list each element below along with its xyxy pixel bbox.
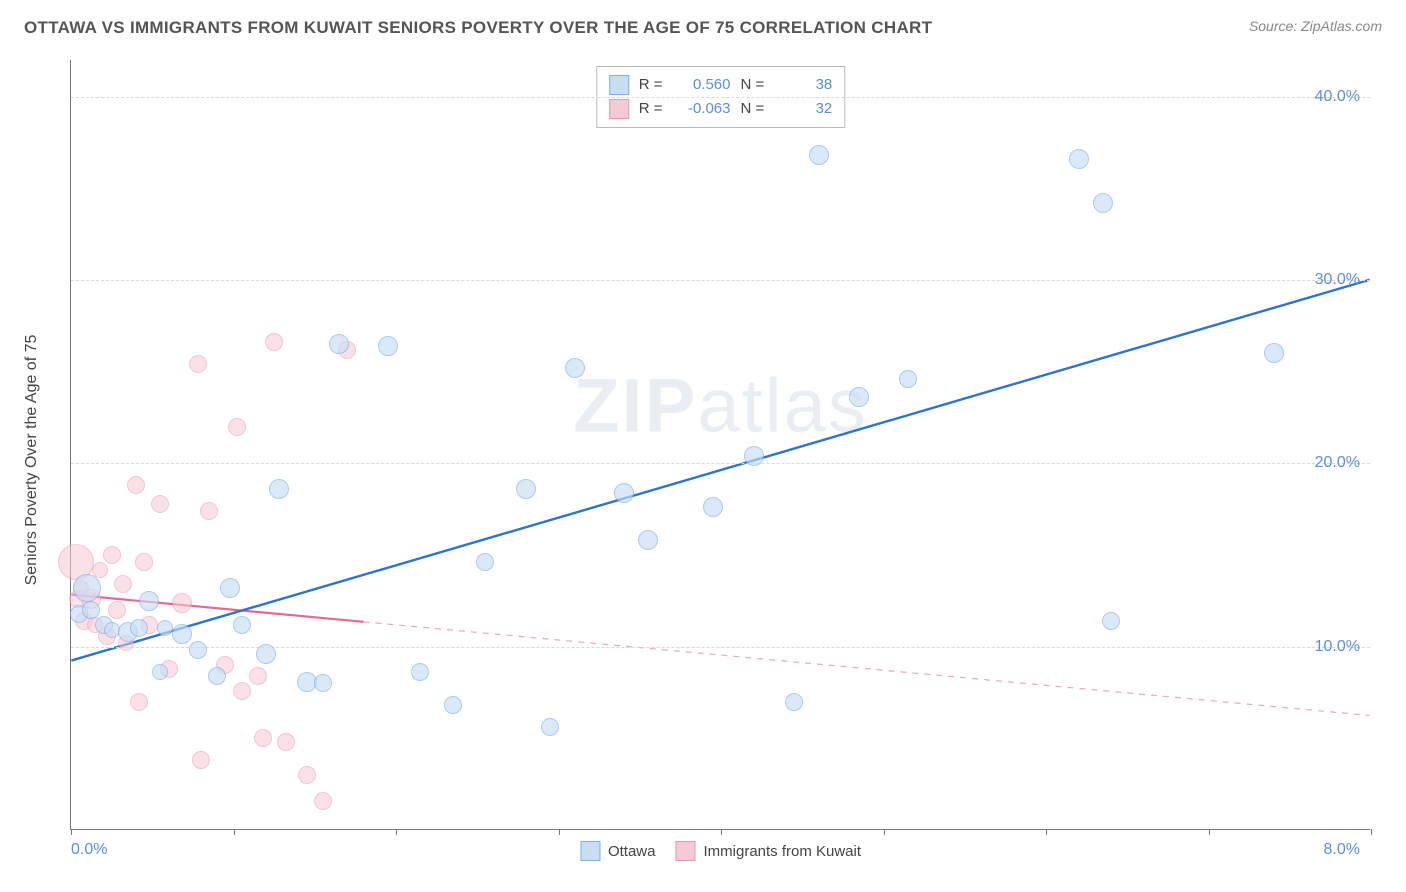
x-tick (234, 829, 235, 835)
kuwait-point (103, 546, 121, 564)
x-tick (1371, 829, 1372, 835)
gridline (71, 280, 1370, 281)
kuwait-point (114, 575, 132, 593)
kuwait-point (249, 667, 267, 685)
trendlines-layer (71, 60, 1370, 829)
ottawa-point (1102, 612, 1120, 630)
ottawa-point (130, 619, 148, 637)
legend-item-ottawa: Ottawa (580, 841, 656, 861)
ottawa-point (744, 446, 764, 466)
x-tick-label-min: 0.0% (71, 841, 107, 859)
ottawa-point (82, 601, 100, 619)
ottawa-point (785, 693, 803, 711)
ottawa-point (314, 674, 332, 692)
kuwait-point (192, 751, 210, 769)
ottawa-point (378, 336, 398, 356)
x-tick (1046, 829, 1047, 835)
ottawa-point (849, 387, 869, 407)
ottawa-point (703, 497, 723, 517)
ottawa-point (269, 479, 289, 499)
kuwait-point (151, 495, 169, 513)
kuwait-point (172, 593, 192, 613)
kuwait-point (130, 693, 148, 711)
ottawa-point (565, 358, 585, 378)
kuwait-label: Immigrants from Kuwait (703, 843, 861, 860)
ottawa-point (1069, 149, 1089, 169)
kuwait-point (135, 553, 153, 571)
ottawa-point (329, 334, 349, 354)
ottawa-point (541, 718, 559, 736)
ottawa-point (638, 530, 658, 550)
plot-area: ZIPatlas R = 0.560 N = 38 R = -0.063 N =… (70, 60, 1370, 830)
source-name: ZipAtlas.com (1301, 18, 1382, 34)
kuwait-point (254, 729, 272, 747)
ottawa-point (476, 553, 494, 571)
r-label: R = (639, 73, 663, 97)
r-label: R = (639, 97, 663, 121)
ottawa-point (899, 370, 917, 388)
chart-title: OTTAWA VS IMMIGRANTS FROM KUWAIT SENIORS… (24, 18, 932, 38)
kuwait-point (228, 418, 246, 436)
gridline (71, 463, 1370, 464)
n-label: N = (741, 97, 765, 121)
watermark: ZIPatlas (573, 363, 868, 450)
series-legend: Ottawa Immigrants from Kuwait (580, 841, 861, 861)
y-tick-label: 20.0% (1315, 454, 1360, 472)
legend-row-ottawa: R = 0.560 N = 38 (609, 73, 833, 97)
kuwait-point (277, 733, 295, 751)
x-tick (1209, 829, 1210, 835)
ottawa-point (220, 578, 240, 598)
ottawa-point (189, 641, 207, 659)
x-tick (721, 829, 722, 835)
ottawa-swatch (580, 841, 600, 861)
x-tick (396, 829, 397, 835)
legend-item-kuwait: Immigrants from Kuwait (675, 841, 861, 861)
ottawa-label: Ottawa (608, 843, 656, 860)
legend-row-kuwait: R = -0.063 N = 32 (609, 97, 833, 121)
kuwait-point (265, 333, 283, 351)
ottawa-point (256, 644, 276, 664)
ottawa-point (444, 696, 462, 714)
y-axis-label: Seniors Poverty Over the Age of 75 (23, 335, 41, 586)
kuwait-point (189, 355, 207, 373)
ottawa-point (1093, 193, 1113, 213)
kuwait-r-value: -0.063 (673, 97, 731, 121)
ottawa-point (208, 667, 226, 685)
ottawa-n-value: 38 (774, 73, 832, 97)
x-tick (71, 829, 72, 835)
ottawa-swatch (609, 75, 629, 95)
kuwait-point (200, 502, 218, 520)
kuwait-n-value: 32 (774, 97, 832, 121)
kuwait-point (298, 766, 316, 784)
y-tick-label: 30.0% (1315, 271, 1360, 289)
ottawa-point (411, 663, 429, 681)
ottawa-point (233, 616, 251, 634)
ottawa-point (1264, 343, 1284, 363)
ottawa-point (516, 479, 536, 499)
kuwait-swatch (675, 841, 695, 861)
kuwait-swatch (609, 99, 629, 119)
ottawa-point (172, 624, 192, 644)
ottawa-r-value: 0.560 (673, 73, 731, 97)
y-tick-label: 10.0% (1315, 638, 1360, 656)
chart-container: Seniors Poverty Over the Age of 75 ZIPat… (50, 50, 1390, 870)
ottawa-point (73, 574, 101, 602)
y-tick-label: 40.0% (1315, 88, 1360, 106)
kuwait-point (233, 682, 251, 700)
ottawa-point (139, 591, 159, 611)
ottawa-point (809, 145, 829, 165)
kuwait-point (314, 792, 332, 810)
source-attribution: Source: ZipAtlas.com (1249, 18, 1382, 34)
kuwait-point (108, 601, 126, 619)
ottawa-point (614, 483, 634, 503)
x-tick (559, 829, 560, 835)
n-label: N = (741, 73, 765, 97)
kuwait-point (127, 476, 145, 494)
x-tick-label-max: 8.0% (1324, 841, 1360, 859)
source-label: Source: (1249, 18, 1301, 34)
gridline (71, 97, 1370, 98)
ottawa-point (152, 664, 168, 680)
x-tick (884, 829, 885, 835)
